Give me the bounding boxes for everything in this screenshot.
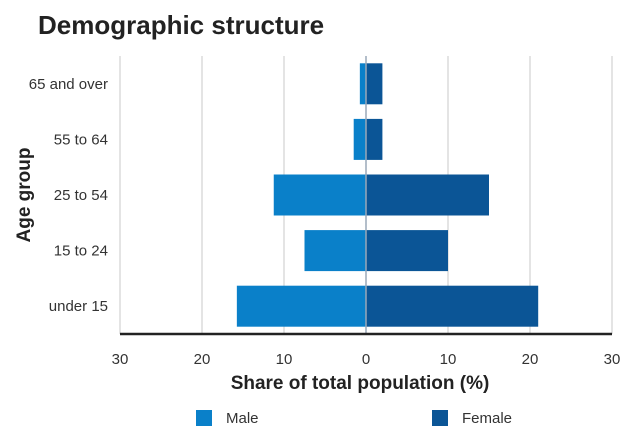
x-tick-label: 30: [112, 351, 129, 368]
bar-female-0: [366, 63, 383, 105]
legend-swatch: [196, 410, 212, 426]
y-tick-label: 15 to 24: [54, 243, 108, 260]
x-tick-label: 20: [522, 351, 539, 368]
bar-male-3: [304, 230, 366, 272]
bar-female-2: [366, 174, 489, 216]
legend-label: Male: [226, 410, 259, 427]
bar-female-1: [366, 118, 383, 160]
x-axis-title: Share of total population (%): [231, 373, 490, 394]
legend-label: Female: [462, 410, 512, 427]
bar-female-4: [366, 285, 539, 327]
x-tick-label: 0: [362, 351, 370, 368]
y-tick-label: 25 to 54: [54, 187, 108, 204]
y-tick-label: 55 to 64: [54, 131, 108, 148]
x-tick-label: 10: [440, 351, 457, 368]
legend-item-female: Female: [432, 410, 512, 427]
legend-swatch: [432, 410, 448, 426]
legend: Male Female: [196, 410, 512, 427]
y-axis-title: Age group: [14, 148, 35, 243]
chart-title: Demographic structure: [38, 10, 325, 40]
bar-male-2: [273, 174, 366, 216]
bar-male-0: [359, 63, 366, 105]
y-tick-label: under 15: [49, 298, 108, 315]
bar-male-4: [236, 285, 366, 327]
x-tick-label: 30: [604, 351, 621, 368]
y-tick-labels: 65 and over 55 to 64 25 to 54 15 to 24 under…: [29, 76, 108, 315]
x-tick-label: 10: [276, 351, 293, 368]
x-tick-label: 20: [194, 351, 211, 368]
bar-female-3: [366, 230, 448, 272]
bars: [236, 63, 539, 327]
x-tick-labels: 30 20 10 0 10 20 30: [112, 351, 621, 368]
legend-item-male: Male: [196, 410, 259, 427]
y-tick-label: 65 and over: [29, 76, 108, 93]
bar-male-1: [353, 118, 366, 160]
